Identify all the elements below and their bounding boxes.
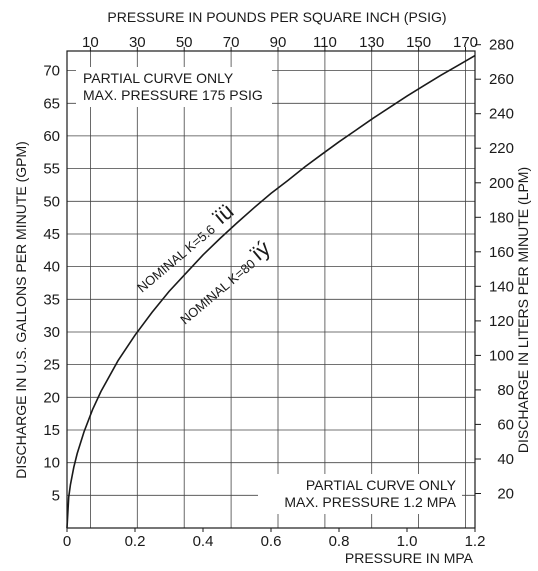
top-tick-label: 50 bbox=[176, 34, 193, 51]
left-tick-label: 65 bbox=[43, 95, 60, 112]
left-tick-label: 20 bbox=[43, 389, 60, 406]
top-axis-psig-ticks: 10 30 50 70 90 110 130 150 170 bbox=[82, 34, 478, 51]
top-tick-label: 10 bbox=[82, 34, 99, 51]
bottom-axis-title: PRESSURE IN MPA bbox=[345, 550, 474, 566]
top-tick-label: 150 bbox=[406, 34, 431, 51]
right-tick-label: 20 bbox=[497, 486, 514, 503]
right-tick-label: 280 bbox=[489, 37, 514, 54]
left-tick-label: 55 bbox=[43, 161, 60, 178]
top-tick-label: 30 bbox=[129, 34, 146, 51]
left-tick-label: 5 bbox=[52, 487, 60, 504]
bottom-note-box: PARTIAL CURVE ONLY MAX. PRESSURE 1.2 MPA bbox=[258, 474, 462, 514]
left-tick-label: 30 bbox=[43, 324, 60, 341]
left-tick-label: 70 bbox=[43, 63, 60, 80]
top-tick-label: 170 bbox=[453, 34, 478, 51]
left-tick-label: 35 bbox=[43, 291, 60, 308]
right-tick-label: 200 bbox=[489, 175, 514, 192]
bottom-note-background bbox=[258, 474, 462, 514]
left-tick-label: 10 bbox=[43, 455, 60, 472]
top-note-line2: MAX. PRESSURE 175 PSIG bbox=[83, 87, 263, 103]
bottom-tick-label: 1.0 bbox=[397, 533, 418, 550]
right-tick-label: 60 bbox=[497, 416, 514, 433]
right-tick-label: 260 bbox=[489, 71, 514, 88]
right-axis-lpm-ticks: 20 40 60 80 100 120 140 160 180 200 220 240 260 280 bbox=[475, 37, 514, 503]
top-tick-label: 70 bbox=[223, 34, 240, 51]
right-tick-label: 160 bbox=[489, 244, 514, 261]
right-tick-label: 140 bbox=[489, 278, 514, 295]
bottom-tick-label: 0.4 bbox=[193, 533, 214, 550]
bottom-axis-mpa-ticks: 0 0.2 0.4 0.6 0.8 1.0 1.2 bbox=[63, 528, 486, 550]
right-tick-label: 180 bbox=[489, 209, 514, 226]
right-tick-label: 120 bbox=[489, 313, 514, 330]
left-axis-gpm-ticks: 5 10 15 20 25 30 35 40 45 50 55 60 65 70 bbox=[43, 63, 60, 505]
left-tick-label: 50 bbox=[43, 193, 60, 210]
left-tick-label: 60 bbox=[43, 128, 60, 145]
bottom-note-line2: MAX. PRESSURE 1.2 MPA bbox=[284, 494, 456, 510]
top-tick-label: 110 bbox=[313, 34, 337, 51]
right-tick-label: 80 bbox=[497, 382, 514, 399]
discharge-curve-line bbox=[66, 54, 476, 529]
right-tick-label: 220 bbox=[489, 140, 514, 157]
right-tick-label: 40 bbox=[497, 451, 514, 468]
bottom-tick-label: 0.2 bbox=[125, 533, 146, 550]
top-tick-label: 90 bbox=[270, 34, 287, 51]
right-axis-title: DISCHARGE IN LITERS PER MINUTE (LPM) bbox=[515, 167, 531, 453]
left-axis-title: DISCHARGE IN U.S. GALLONS PER MINUTE (GP… bbox=[13, 141, 29, 479]
top-note-line1: PARTIAL CURVE ONLY bbox=[83, 70, 234, 86]
right-tick-label: 100 bbox=[489, 347, 514, 364]
bottom-note-line1: PARTIAL CURVE ONLY bbox=[306, 477, 457, 493]
bottom-tick-label: 0.8 bbox=[329, 533, 350, 550]
bottom-tick-label: 0.6 bbox=[261, 533, 282, 550]
top-note-box: PARTIAL CURVE ONLY MAX. PRESSURE 175 PSI… bbox=[76, 67, 272, 107]
top-note-background bbox=[76, 67, 272, 107]
right-tick-label: 240 bbox=[489, 106, 514, 123]
bottom-tick-label: 0 bbox=[63, 533, 71, 550]
left-tick-label: 45 bbox=[43, 226, 60, 243]
bottom-tick-label: 1.2 bbox=[465, 533, 486, 550]
left-tick-label: 25 bbox=[43, 357, 60, 374]
left-tick-label: 40 bbox=[43, 259, 60, 276]
left-tick-label: 15 bbox=[43, 422, 60, 439]
top-tick-label: 130 bbox=[359, 34, 384, 51]
top-axis-title: PRESSURE IN POUNDS PER SQUARE INCH (PSIG… bbox=[107, 9, 446, 25]
